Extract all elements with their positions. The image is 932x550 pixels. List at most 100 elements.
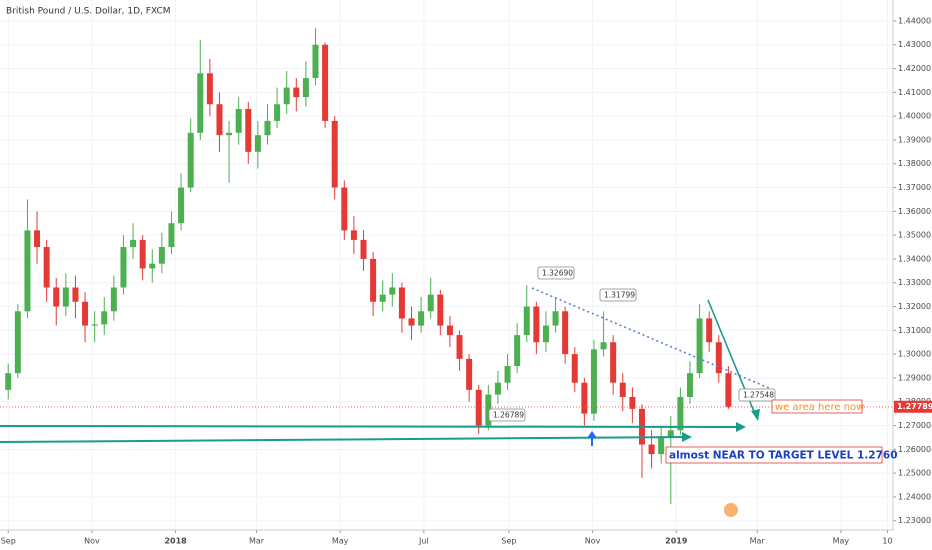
- x-tick-label: Mar: [249, 537, 265, 546]
- candle-body: [629, 396, 636, 409]
- candle-body: [293, 87, 300, 98]
- arrow-head: [587, 431, 597, 438]
- candle-body: [341, 187, 348, 231]
- candle-body: [571, 354, 578, 383]
- candle-body: [226, 132, 233, 136]
- candle-body: [149, 263, 156, 269]
- candle-body: [370, 258, 377, 302]
- candle-body: [706, 318, 713, 343]
- y-tick-label: 1.39000: [898, 135, 931, 144]
- candle-body: [514, 335, 521, 367]
- candle-body: [254, 135, 261, 152]
- support-line: [0, 436, 687, 443]
- y-tick-label: 1.37000: [898, 183, 931, 192]
- candle-body: [14, 311, 21, 374]
- candle-body: [427, 294, 434, 312]
- candle-body: [600, 342, 607, 350]
- last-price-tag: [894, 400, 932, 413]
- y-tick-label: 1.23000: [898, 516, 931, 525]
- y-tick-label: 1.44000: [898, 16, 931, 25]
- x-tick-label: Sep: [501, 537, 516, 546]
- candle-body: [245, 108, 252, 152]
- candle-body: [658, 437, 665, 455]
- candle-body: [101, 311, 108, 325]
- y-tick-label: 1.27000: [898, 421, 931, 430]
- price-callout-box: [537, 266, 575, 280]
- candle-body: [360, 239, 367, 259]
- candle-body: [110, 287, 117, 312]
- candle-body: [322, 44, 329, 121]
- candle-body: [130, 239, 137, 248]
- support-line: [0, 425, 741, 428]
- x-tick-label: May: [833, 537, 850, 546]
- annotation-box: [665, 446, 883, 464]
- last-price-label: 1.27789: [897, 402, 932, 411]
- candle-body: [120, 247, 127, 288]
- candle-body: [677, 396, 684, 431]
- y-tick-label: 1.24000: [898, 492, 931, 501]
- candle-body: [178, 187, 185, 224]
- candle-body: [696, 318, 703, 374]
- candle-body: [274, 104, 281, 121]
- candle-body: [504, 366, 511, 383]
- arrow-head: [736, 422, 746, 432]
- y-tick-label: 1.29000: [898, 373, 931, 382]
- candle-body: [475, 389, 482, 426]
- x-tick-label: May: [332, 537, 349, 546]
- candle-body: [715, 342, 722, 374]
- candle-body: [485, 394, 492, 426]
- candle-body: [82, 301, 89, 326]
- y-tick-label: 1.32000: [898, 302, 931, 311]
- candle-body: [542, 325, 549, 343]
- trend-line: [531, 287, 777, 392]
- candle-body: [667, 430, 674, 438]
- x-tick-label: 2018: [164, 537, 187, 546]
- x-tick-label: Nov: [84, 537, 100, 546]
- y-tick-label: 1.25000: [898, 469, 931, 478]
- drawings: [0, 287, 893, 517]
- y-tick-label: 1.31000: [898, 326, 931, 335]
- price-callout-box: [488, 408, 526, 422]
- candle-body: [533, 306, 540, 343]
- candle-body: [24, 230, 31, 312]
- y-tick-label: 1.33000: [898, 278, 931, 287]
- candle-body: [552, 311, 559, 326]
- y-tick-label: 1.42000: [898, 64, 931, 73]
- x-tick-label: 10: [882, 537, 892, 546]
- arrow-head: [751, 409, 760, 421]
- candle-body: [206, 73, 213, 105]
- candle-body: [437, 294, 444, 326]
- candle-body: [686, 373, 693, 397]
- y-tick-label: 1.35000: [898, 231, 931, 240]
- candle-body: [648, 444, 655, 455]
- candle-body: [581, 382, 588, 414]
- candle-body: [456, 335, 463, 359]
- x-tick-label: Nov: [585, 537, 601, 546]
- price-callout-box: [738, 388, 776, 402]
- price-callout: 1.32690: [542, 269, 573, 278]
- candle-body: [62, 287, 69, 307]
- y-tick-label: 1.36000: [898, 207, 931, 216]
- candle-body: [158, 247, 165, 264]
- price-callout-box: [599, 288, 637, 302]
- price-callout: 1.27548: [743, 391, 774, 400]
- candle-body: [562, 311, 569, 355]
- candle-body: [590, 349, 597, 414]
- chart-title: British Pound / U.S. Dollar, 1D, FXCM: [6, 7, 171, 17]
- price-callout: 1.26789: [493, 411, 524, 420]
- y-tick-label: 1.43000: [898, 40, 931, 49]
- candle-body: [91, 324, 98, 326]
- candle-body: [408, 318, 415, 326]
- candle-body: [523, 306, 530, 336]
- candle-body: [398, 287, 405, 319]
- price-callout: 1.31799: [604, 291, 635, 300]
- candle-body: [312, 44, 319, 79]
- candle-body: [331, 120, 338, 188]
- candle-body: [187, 132, 194, 188]
- candle-body: [446, 325, 453, 336]
- y-tick-label: 1.26000: [898, 445, 931, 454]
- candle-body: [72, 287, 79, 302]
- arrow-head: [682, 432, 692, 442]
